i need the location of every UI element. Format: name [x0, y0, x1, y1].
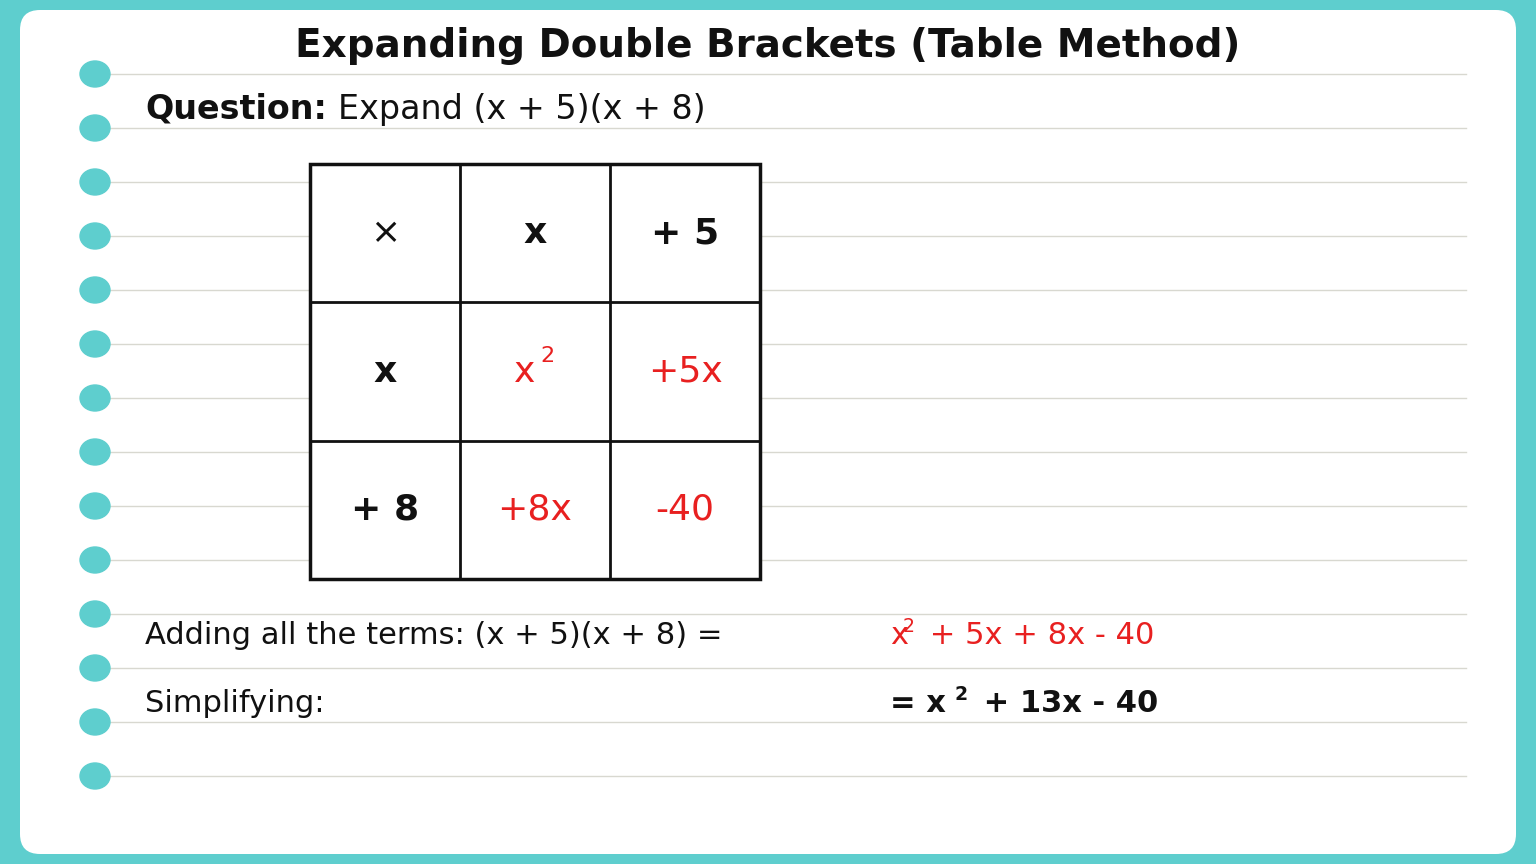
Text: Expanding Double Brackets (Table Method): Expanding Double Brackets (Table Method) — [295, 27, 1241, 65]
Ellipse shape — [80, 61, 111, 87]
FancyBboxPatch shape — [20, 10, 1516, 854]
Text: +5x: +5x — [648, 354, 722, 389]
Text: ×: × — [370, 216, 399, 251]
Text: x: x — [889, 621, 908, 651]
Ellipse shape — [80, 709, 111, 735]
Text: -40: -40 — [656, 492, 714, 527]
Bar — [310, 164, 760, 579]
Text: + 8: + 8 — [350, 492, 419, 527]
Text: 2: 2 — [955, 685, 968, 704]
Ellipse shape — [80, 655, 111, 681]
Ellipse shape — [80, 601, 111, 627]
Text: +8x: +8x — [498, 492, 573, 527]
Text: Expand (x + 5)(x + 8): Expand (x + 5)(x + 8) — [338, 92, 705, 125]
Ellipse shape — [80, 439, 111, 465]
Text: = x: = x — [889, 689, 946, 719]
Text: 2: 2 — [539, 346, 554, 365]
Text: x: x — [524, 216, 547, 251]
Text: + 5x + 8x - 40: + 5x + 8x - 40 — [920, 621, 1155, 651]
Ellipse shape — [80, 331, 111, 357]
Text: Simplifying:: Simplifying: — [144, 689, 324, 719]
Ellipse shape — [80, 547, 111, 573]
Text: x: x — [373, 354, 396, 389]
Text: Adding all the terms: (x + 5)(x + 8) =: Adding all the terms: (x + 5)(x + 8) = — [144, 621, 733, 651]
Ellipse shape — [80, 385, 111, 411]
Ellipse shape — [80, 763, 111, 789]
Ellipse shape — [80, 493, 111, 519]
Text: + 5: + 5 — [651, 216, 719, 251]
Ellipse shape — [80, 223, 111, 249]
Text: + 13x - 40: + 13x - 40 — [972, 689, 1158, 719]
Text: Question:: Question: — [144, 92, 327, 125]
Text: x: x — [515, 354, 536, 389]
Ellipse shape — [80, 277, 111, 303]
Ellipse shape — [80, 169, 111, 195]
Ellipse shape — [80, 115, 111, 141]
Text: 2: 2 — [903, 618, 915, 637]
